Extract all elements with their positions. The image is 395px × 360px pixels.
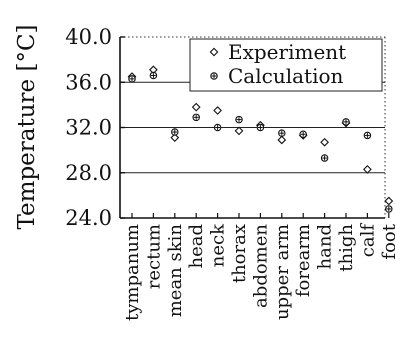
data-points (127, 65, 394, 213)
calculation-point (342, 118, 350, 126)
x-axis-ticks: tympanum rectum mean skin head neck thorax abd… (122, 213, 395, 321)
x-tick-label: upper arm (272, 224, 293, 320)
x-tick-label: abdomen (250, 224, 271, 308)
experiment-point (191, 102, 201, 112)
calculation-point (171, 128, 179, 136)
y-tick-label: 28.0 (65, 161, 112, 185)
experiment-point (277, 135, 287, 145)
calculation-point (256, 123, 265, 132)
calculation-point (235, 115, 243, 124)
calculation-point (213, 123, 222, 132)
y-tick-label: 40.0 (65, 25, 112, 49)
x-tick-label: tympanum (122, 224, 143, 321)
x-tick-label: rectum (143, 224, 164, 289)
experiment-point (320, 137, 329, 147)
calculation-point (385, 205, 393, 213)
calculation-point (149, 71, 158, 80)
legend-marker-experiment (209, 47, 219, 57)
legend-marker-calculation (210, 72, 218, 80)
y-tick-label: 32.0 (65, 116, 112, 140)
experiment-point (213, 106, 222, 115)
gridlines (120, 81, 385, 174)
x-tick-label: calf (357, 223, 378, 258)
calculation-point (363, 131, 372, 140)
experiment-point (234, 126, 244, 136)
legend-box (189, 38, 383, 92)
x-tick-label: neck (208, 223, 229, 267)
experiment-point (170, 133, 180, 143)
experiment-point (384, 196, 394, 206)
legend-label-calculation: Calculation (228, 64, 344, 88)
calculation-point (278, 129, 286, 137)
calculation-point (320, 154, 329, 162)
x-tick-label: head (186, 224, 207, 269)
calculation-point (128, 75, 136, 83)
y-axis-label: Temperature [°C] (14, 24, 40, 229)
x-tick-label: thorax (229, 224, 250, 283)
calculation-point (299, 130, 307, 139)
x-tick-label: hand (315, 224, 336, 269)
experiment-point (363, 164, 372, 174)
calculation-point (192, 113, 200, 122)
x-tick-label: foot (379, 223, 395, 259)
x-tick-label: mean skin (165, 224, 186, 318)
y-tick-label: 24.0 (65, 206, 112, 230)
legend-label-experiment: Experiment (228, 40, 346, 64)
y-axis-ticks: 24.0 28.0 32.0 36.0 40.0 (65, 25, 125, 230)
x-tick-label: forearm (293, 224, 314, 297)
x-tick-label: thigh (336, 224, 357, 272)
y-tick-label: 36.0 (65, 70, 112, 94)
